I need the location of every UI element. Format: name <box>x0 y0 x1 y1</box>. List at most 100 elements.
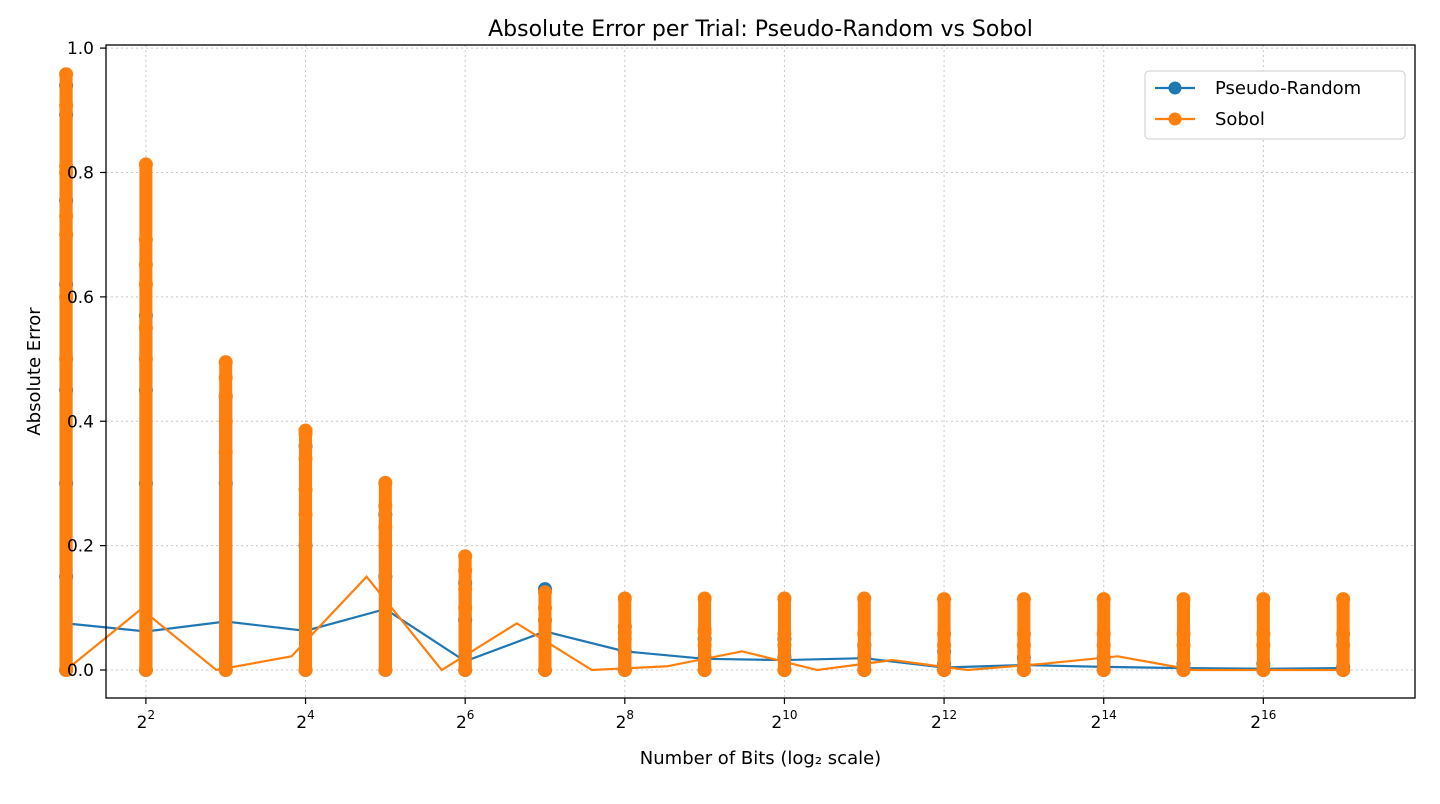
data-point <box>1256 638 1271 653</box>
data-point <box>138 352 153 367</box>
x-tick-label: 26 <box>456 708 474 733</box>
data-point <box>458 582 473 597</box>
y-tick-label: 0.0 <box>67 661 94 681</box>
data-point <box>218 414 233 429</box>
data-point <box>1256 626 1271 641</box>
data-point <box>537 663 552 678</box>
y-tick-label: 0.6 <box>67 288 94 308</box>
data-point <box>378 475 393 490</box>
data-point <box>458 663 473 678</box>
data-point <box>298 482 313 497</box>
data-point <box>777 626 792 641</box>
y-axis-label: Absolute Error <box>24 307 45 436</box>
data-point <box>298 451 313 466</box>
data-point <box>59 289 74 304</box>
data-point <box>1176 663 1191 678</box>
data-point <box>1016 592 1031 607</box>
data-point <box>857 626 872 641</box>
data-point <box>617 631 632 646</box>
data-point <box>138 257 153 272</box>
data-point <box>857 663 872 678</box>
data-point <box>378 663 393 678</box>
data-point <box>138 320 153 335</box>
data-point <box>777 591 792 606</box>
data-point <box>458 563 473 578</box>
legend-box <box>1144 70 1406 140</box>
data-point <box>1256 663 1271 678</box>
data-point <box>138 157 153 172</box>
x-axis-label: Number of Bits (log₂ scale) <box>640 748 881 769</box>
data-point <box>138 663 153 678</box>
data-point <box>617 663 632 678</box>
data-point <box>1176 626 1191 641</box>
series-layer <box>59 67 1351 678</box>
data-point <box>937 638 952 653</box>
legend: Pseudo-Random Sobol <box>1144 70 1406 140</box>
data-point <box>1336 638 1351 653</box>
data-point <box>378 498 393 513</box>
y-tick-label: 0.2 <box>67 537 94 557</box>
data-point <box>298 426 313 441</box>
data-point <box>1176 638 1191 653</box>
data-point <box>537 613 552 628</box>
data-point <box>1016 626 1031 641</box>
data-point <box>777 638 792 653</box>
series-sobol <box>59 67 1351 678</box>
legend-label-pseudo-random: Pseudo-Random <box>1215 78 1361 99</box>
x-tick-label: 210 <box>771 708 797 733</box>
y-tick-label: 0.8 <box>67 163 94 183</box>
x-tick-label: 212 <box>931 708 957 733</box>
data-point <box>697 663 712 678</box>
data-point <box>458 600 473 615</box>
data-point <box>1096 638 1111 653</box>
y-tick-label: 1.0 <box>67 39 94 59</box>
data-point <box>59 98 74 113</box>
data-point <box>218 355 233 370</box>
data-point <box>218 370 233 385</box>
x-tick-label: 214 <box>1091 708 1117 733</box>
data-point <box>59 227 74 242</box>
data-point <box>378 519 393 534</box>
data-point <box>59 165 74 180</box>
data-point <box>1176 592 1191 607</box>
legend-marker-sobol <box>1168 112 1182 126</box>
data-point <box>1016 663 1031 678</box>
data-point <box>1336 592 1351 607</box>
x-tick-label: 24 <box>296 708 314 733</box>
data-point <box>378 538 393 553</box>
x-tick-label: 28 <box>616 708 634 733</box>
data-point <box>59 663 74 678</box>
data-point <box>697 625 712 640</box>
data-point <box>59 352 74 367</box>
data-point <box>937 592 952 607</box>
data-point <box>857 591 872 606</box>
data-point <box>697 591 712 606</box>
data-point <box>298 507 313 522</box>
plot-frame <box>105 44 1416 699</box>
data-point <box>1096 663 1111 678</box>
legend-marker-pseudo-random <box>1168 81 1182 95</box>
data-point <box>218 663 233 678</box>
data-point <box>59 209 74 224</box>
data-point <box>617 591 632 606</box>
data-point <box>1336 626 1351 641</box>
data-point <box>777 663 792 678</box>
data-point <box>697 638 712 653</box>
data-point <box>458 549 473 564</box>
trial-line <box>65 575 1344 672</box>
data-point <box>1096 592 1111 607</box>
data-point <box>937 626 952 641</box>
data-point <box>218 445 233 460</box>
data-point <box>537 585 552 600</box>
data-point <box>937 663 952 678</box>
data-point <box>1256 592 1271 607</box>
data-point <box>1016 638 1031 653</box>
data-point <box>218 389 233 404</box>
data-point <box>537 600 552 615</box>
data-point <box>59 67 74 82</box>
chart-title: Absolute Error per Trial: Pseudo-Random … <box>488 17 1033 42</box>
data-point <box>138 232 153 247</box>
data-point <box>298 663 313 678</box>
